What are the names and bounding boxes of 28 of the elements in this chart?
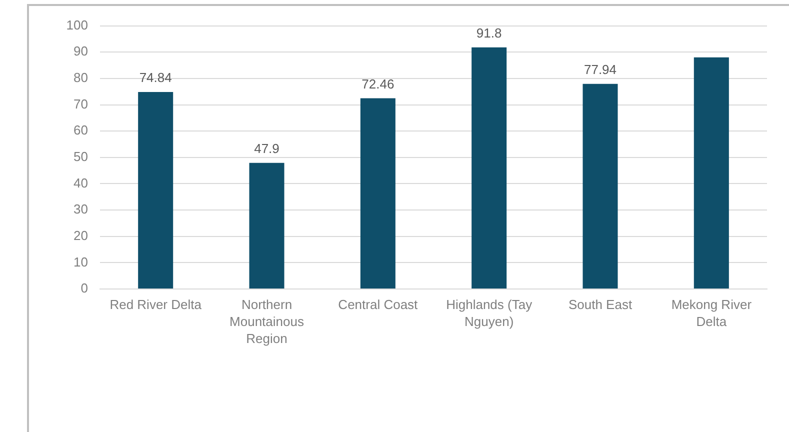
data-label: 47.9	[254, 141, 280, 156]
bar	[138, 92, 174, 288]
y-tick-label: 60	[74, 122, 88, 138]
y-tick-label: 50	[74, 148, 88, 164]
y-tick-label: 90	[74, 44, 88, 59]
bar	[582, 84, 618, 288]
y-tick-label: 10	[74, 254, 88, 270]
data-label: 72.46	[362, 76, 394, 92]
y-tick-label: 30	[74, 202, 88, 217]
y-tick-label: 20	[74, 228, 88, 243]
y-tick-label: 0	[80, 280, 88, 296]
x-tick-label: Central Coast	[338, 297, 418, 312]
data-label: 77.94	[584, 62, 617, 77]
y-tick-label: 100	[66, 17, 88, 32]
y-tick-label: 80	[74, 70, 88, 86]
bar	[694, 57, 729, 288]
data-label: 91.8	[476, 25, 502, 40]
x-tick-label: Northern Mountainous Region	[230, 297, 304, 346]
bar	[360, 98, 396, 288]
x-tick-label: Mekong River Delta	[671, 297, 752, 329]
x-tick-label: Red River Delta	[110, 297, 202, 312]
data-label: 74.84	[139, 70, 172, 86]
y-tick-label: 70	[74, 96, 88, 112]
x-tick-label: Highlands (Tay Nguyen)	[446, 297, 533, 329]
bar	[472, 47, 507, 288]
bar	[249, 162, 284, 288]
y-tick-label: 40	[74, 175, 88, 190]
x-tick-label: South East	[568, 297, 632, 312]
